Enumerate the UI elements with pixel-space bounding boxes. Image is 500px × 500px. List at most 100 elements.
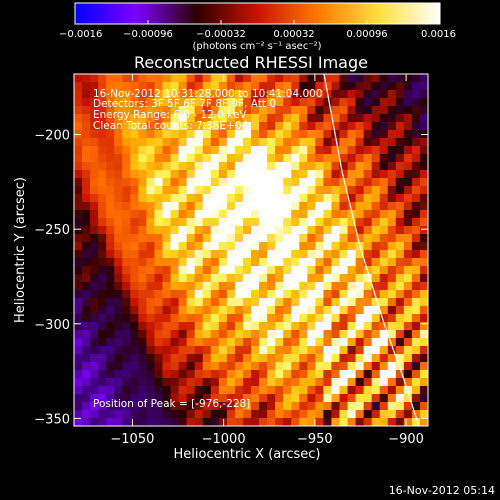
heatmap-cell [82, 338, 91, 347]
heatmap-cell [210, 194, 220, 203]
heatmap-cell [339, 162, 348, 171]
heatmap-cell [210, 90, 220, 99]
heatmap-cell [114, 186, 123, 195]
heatmap-cell [251, 418, 260, 426]
heatmap-cell [347, 322, 356, 331]
heatmap-cell [323, 130, 332, 139]
y-tick-label: −250 [34, 223, 70, 238]
heatmap-cell [355, 130, 365, 139]
heatmap-cell [275, 402, 284, 411]
heatmap-cell [170, 298, 179, 307]
heatmap-cell [387, 250, 397, 259]
heatmap-cell [323, 338, 332, 347]
heatmap-cell [363, 218, 373, 227]
heatmap-cell [387, 346, 397, 355]
heatmap-cell [74, 386, 83, 395]
heatmap-cell [251, 178, 260, 187]
heatmap-cell [259, 250, 268, 259]
heatmap-cell [106, 274, 115, 283]
heatmap-cell [106, 258, 115, 267]
heatmap-cell [307, 370, 316, 379]
heatmap-cell [74, 90, 83, 99]
heatmap-cell [194, 394, 204, 403]
heatmap-cell [162, 346, 171, 355]
heatmap-cell [178, 210, 188, 219]
heatmap-cell [130, 386, 139, 395]
heatmap-cell [210, 338, 220, 347]
heatmap-cell [307, 82, 316, 91]
heatmap-cell [251, 370, 260, 379]
heatmap-cell [242, 234, 252, 243]
heatmap-cell [379, 106, 389, 115]
heatmap-cell [379, 258, 389, 267]
heatmap-cell [355, 178, 365, 187]
heatmap-cell [130, 194, 139, 203]
heatmap-cell [106, 346, 115, 355]
heatmap-cell [170, 138, 179, 147]
heatmap-cell [226, 394, 236, 403]
heatmap-cell [218, 170, 228, 179]
heatmap-cell [234, 266, 244, 275]
heatmap-cell [267, 322, 276, 331]
heatmap-cell [371, 346, 381, 355]
heatmap-cell [82, 122, 91, 131]
heatmap-cell [395, 98, 405, 107]
heatmap-cell [106, 162, 115, 171]
heatmap-cell [267, 354, 276, 363]
heatmap-cell [74, 266, 83, 275]
heatmap-cell [178, 138, 188, 147]
colorbar-tick-label: 0.0016 [421, 29, 456, 40]
heatmap-cell [323, 410, 332, 419]
heatmap-cell [379, 362, 389, 371]
heatmap-cell [242, 410, 252, 419]
heatmap-cell [387, 106, 397, 115]
heatmap-cell [251, 378, 260, 387]
heatmap-cell [411, 210, 421, 219]
heatmap-cell [210, 130, 220, 139]
heatmap-cell [146, 394, 155, 403]
heatmap-cell [106, 202, 115, 211]
heatmap-cell [267, 98, 276, 107]
heatmap-cell [210, 154, 220, 163]
heatmap-cell [323, 234, 332, 243]
heatmap-cell [242, 194, 252, 203]
heatmap-cell [210, 82, 220, 91]
heatmap-cell [194, 258, 204, 267]
heatmap-cell [347, 394, 356, 403]
heatmap-cell [259, 338, 268, 347]
heatmap-cell [299, 330, 308, 339]
heatmap-cell [82, 258, 91, 267]
heatmap-cell [307, 322, 316, 331]
heatmap-cell [275, 298, 284, 307]
heatmap-cell [146, 74, 155, 83]
heatmap-cell [307, 386, 316, 395]
heatmap-cell [130, 418, 139, 426]
heatmap-cell [242, 162, 252, 171]
heatmap-cell [170, 90, 179, 99]
heatmap-cell [347, 130, 356, 139]
heatmap-cell [331, 282, 340, 291]
heatmap-cell [90, 90, 99, 99]
heatmap-cell [202, 130, 212, 139]
heatmap-cell [291, 274, 300, 283]
heatmap-cell [106, 306, 115, 315]
heatmap-cell [371, 362, 381, 371]
heatmap-cell [170, 146, 179, 155]
heatmap-cell [363, 338, 373, 347]
heatmap-cell [387, 354, 397, 363]
heatmap-cell [395, 290, 405, 299]
heatmap-cell [259, 90, 268, 99]
heatmap-cell [186, 362, 196, 371]
heatmap-cell [226, 146, 236, 155]
heatmap-cell [323, 266, 332, 275]
heatmap-cell [186, 146, 196, 155]
heatmap-cell [283, 138, 292, 147]
heatmap-cell [186, 106, 196, 115]
heatmap-cell [170, 290, 179, 299]
heatmap-cell [339, 226, 348, 235]
heatmap-cell [114, 106, 123, 115]
heatmap-cell [242, 354, 252, 363]
heatmap-cell [146, 226, 155, 235]
heatmap-cell [202, 306, 212, 315]
heatmap-cell [210, 114, 220, 123]
